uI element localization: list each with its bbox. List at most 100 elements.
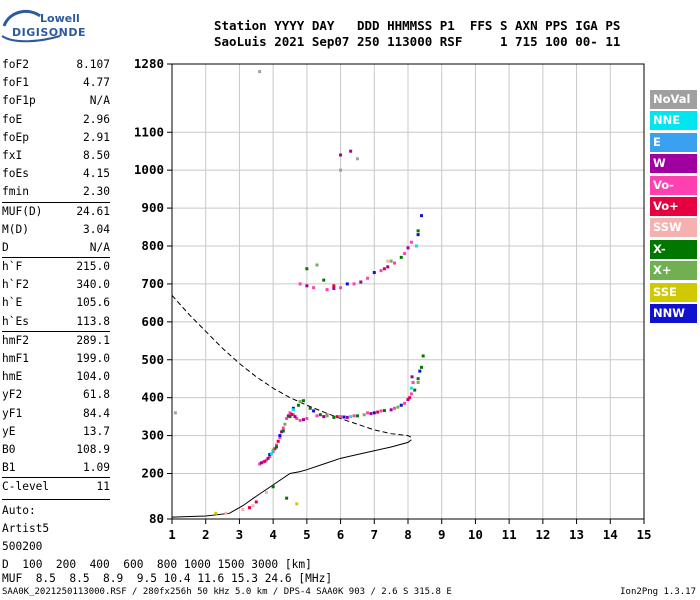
muf-values: 8.5 8.5 8.9 9.5 10.4 11.6 15.3 24.6 [MHz… [22,572,333,585]
data-point [342,415,346,419]
data-point [295,502,299,506]
param-value: 104.0 [76,370,110,384]
y-tick-label: 1100 [134,124,164,139]
data-point [352,282,356,286]
data-point [278,434,282,438]
param-row: hmF2 289.1 [2,330,110,350]
data-point [298,282,302,286]
param-row: yF1 84.4 [2,405,110,423]
data-point [312,409,316,413]
data-point [298,418,302,422]
data-point [366,276,370,280]
data-point [271,448,275,452]
param-row: h`F 215.0 [2,257,110,276]
param-label: h`E [2,296,23,310]
param-label: B1 [2,461,16,475]
data-point [248,506,252,510]
legend-item: SSE [650,282,697,302]
data-point [362,413,366,417]
data-point [355,414,359,418]
param-value: 2.91 [83,130,110,144]
y-tick-label: 600 [141,314,164,329]
data-point [366,411,370,415]
legend-item: NNW [650,303,697,323]
param-label: MUF(D) [2,204,43,218]
data-point [411,381,415,384]
data-point [318,413,322,417]
data-point [268,453,272,457]
data-point [254,500,258,504]
autoscale-info: Artist5 [2,521,50,535]
param-value: 4.77 [83,76,110,90]
data-point [273,447,277,451]
param-row: yE 13.7 [2,423,110,441]
legend-item: E [650,132,697,152]
data-point [258,462,262,466]
x-tick-label: 7 [371,527,379,542]
data-point [409,392,413,396]
param-label: D [2,240,9,254]
y-tick-label: 800 [141,238,164,253]
data-point [393,406,397,410]
param-row: h`Es 113.8 [2,313,110,331]
param-value: N/A [89,94,110,108]
logo-digisonde: DIGISONDE [12,26,86,39]
data-point [416,377,420,381]
param-row: B1 1.09 [2,459,110,477]
data-point [406,246,410,250]
param-value: 105.6 [76,296,110,310]
data-point [301,399,305,403]
param-row: foF1 4.77 [2,74,110,92]
y-tick-label: 500 [141,352,164,367]
data-point [332,284,336,288]
autoscale-info: Auto: [2,503,36,517]
data-point [271,485,275,489]
param-label: foF2 [2,58,29,71]
legend-item: X+ [650,261,697,281]
data-point [224,511,228,515]
data-point [408,396,412,400]
param-value: 2.96 [83,112,110,126]
data-point [312,286,316,290]
autoscale-info: 500200 [2,539,43,553]
x-tick-label: 4 [269,527,277,542]
data-point [335,415,339,419]
param-value: 4.15 [83,167,110,181]
legend-item: SSW [650,218,697,238]
param-label: C-level [2,480,50,494]
param-row: hmE 104.0 [2,368,110,386]
data-point [416,381,420,384]
data-point [399,255,403,259]
data-point [214,511,218,515]
data-point [298,399,302,403]
data-point [421,354,425,358]
plot-frame [171,63,645,520]
data-point [285,496,289,500]
x-tick-label: 8 [404,527,412,542]
data-point [419,214,423,218]
x-tick-label: 6 [337,527,345,542]
data-point [352,414,356,418]
param-row: foEs 4.15 [2,165,110,183]
legend-item: NoVal [650,90,697,109]
data-point [264,458,268,462]
param-row: foEp 2.91 [2,129,110,147]
data-point [419,365,423,369]
x-tick-label: 9 [438,527,446,542]
data-point [266,456,270,460]
param-row: B0 108.9 [2,441,110,459]
param-row: foF2 8.107 [2,56,110,74]
param-label: yF2 [2,388,23,402]
data-point [305,284,309,288]
data-point [413,388,417,392]
data-point [251,504,255,508]
data-point [339,415,343,419]
data-point [386,259,390,263]
param-value: 24.61 [76,204,110,218]
y-tick-label: 300 [141,428,164,443]
param-label: foE [2,112,23,126]
parameter-panel: foF2 8.107 foF1 4.77 foF1p N/A foE 2.96 foEp 2.91… [2,56,110,556]
data-point [301,418,305,422]
data-point [305,417,309,421]
data-point [322,278,326,282]
